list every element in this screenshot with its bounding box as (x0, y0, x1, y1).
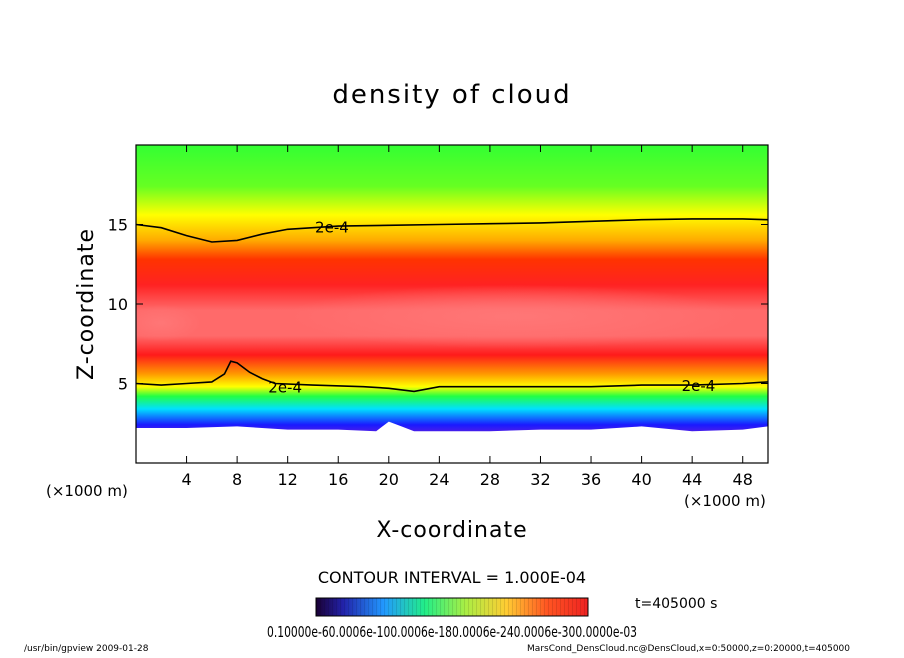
x-tick-label: 36 (581, 470, 601, 489)
pink-core-left (136, 305, 202, 342)
y-axis: 5 10 15 (108, 216, 768, 394)
x-tick-label: 44 (682, 470, 702, 489)
density-field (136, 145, 768, 463)
contour-2e-4-lower (136, 360, 768, 393)
x-axis: 4 8 12 16 20 24 28 32 36 40 44 48 (181, 145, 753, 489)
x-tick-label: 40 (631, 470, 651, 489)
x-tick-label: 12 (278, 470, 298, 489)
x-tick-label: 48 (733, 470, 753, 489)
x-tick-label: 32 (530, 470, 550, 489)
y-tick-label: 10 (108, 295, 128, 314)
time-label: t=405000 s (635, 596, 717, 612)
y-axis-label: Z-coordinate (74, 228, 99, 380)
x-tick-label: 8 (232, 470, 242, 489)
contour-label-lower-left: 2e-4 (268, 378, 302, 396)
x-unit-left: (×1000 m) (46, 482, 128, 500)
y-tick-label: 15 (108, 216, 128, 235)
contour-label-upper: 2e-4 (315, 219, 349, 237)
colorbar-labels: 0.10000e-60.0006e-100.0006e-180.0006e-24… (267, 623, 637, 641)
x-tick-label: 16 (328, 470, 348, 489)
contour-interval: CONTOUR INTERVAL = 1.000E-04 (318, 568, 586, 587)
cloud-free-region (136, 421, 768, 463)
y-tick-label: 5 (118, 375, 128, 394)
footer-right: MarsCond_DensCloud.nc@DensCloud,x=0:5000… (527, 644, 850, 654)
contour-label-lower-right: 2e-4 (682, 377, 716, 395)
footer-left: /usr/bin/gpview 2009-01-28 (24, 644, 149, 654)
x-tick-label: 20 (379, 470, 399, 489)
contour-lines: 2e-4 2e-4 2e-4 (136, 218, 768, 396)
colorbar-hatch (316, 598, 588, 616)
x-tick-label: 4 (181, 470, 191, 489)
contour-2e-4-upper (136, 218, 768, 243)
x-tick-label: 24 (429, 470, 449, 489)
chart-title: density of cloud (332, 80, 571, 110)
x-unit-right: (×1000 m) (684, 492, 766, 510)
x-axis-label: X-coordinate (376, 518, 527, 543)
x-tick-label: 28 (480, 470, 500, 489)
pink-core (285, 284, 746, 349)
